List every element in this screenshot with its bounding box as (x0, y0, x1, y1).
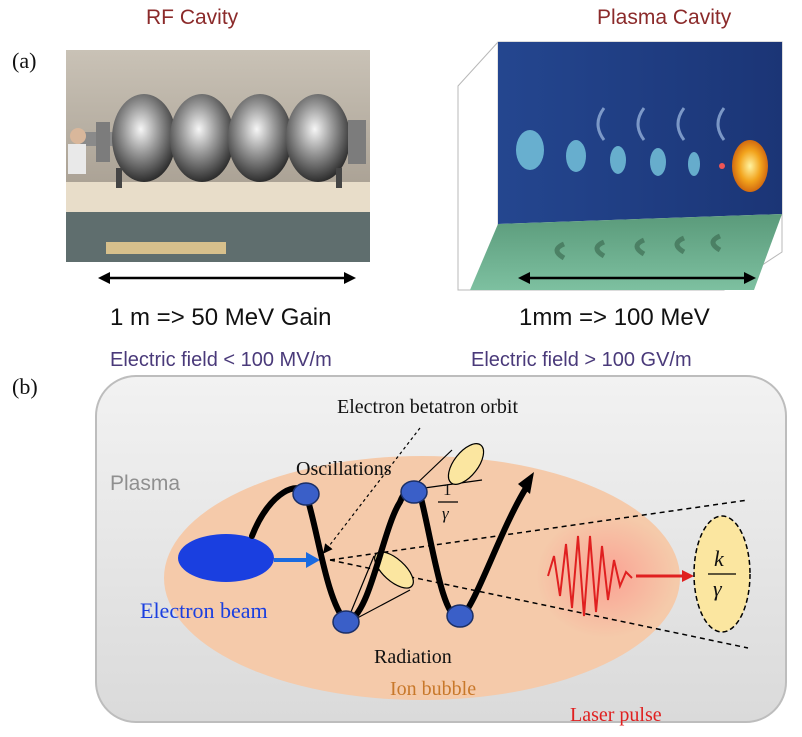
orbit-node (332, 610, 360, 634)
orbit-label: Electron betatron orbit (337, 396, 519, 418)
plasma-cavity-render (457, 41, 783, 291)
panel-a-label: (a) (12, 48, 37, 73)
laser-pulse-label: Laser pulse (570, 704, 662, 726)
panel-b-label: (b) (12, 374, 38, 399)
plasma-cavity-title: Plasma Cavity (597, 6, 732, 29)
rf-gain-label: 1 m => 50 MeV Gain (110, 304, 332, 331)
ellipse-denominator: γ (713, 576, 722, 601)
ion-bubble (164, 456, 680, 700)
rf-field-label: Electric field < 100 MV/m (110, 349, 332, 371)
orbit-node (292, 482, 320, 506)
ion-bubble-label: Ion bubble (390, 678, 477, 700)
ellipse-numerator: k (714, 546, 724, 571)
cone-numerator: 1 (443, 480, 452, 499)
plasma-field-label: Electric field > 100 GV/m (471, 349, 692, 371)
oscillations-label: Oscillations (296, 458, 392, 480)
rf-scale-arrow (98, 272, 356, 284)
electron-beam-label: Electron beam (140, 598, 268, 623)
radiation-label: Radiation (374, 646, 452, 668)
rf-cavity-photo (66, 50, 370, 262)
orbit-node (446, 604, 474, 628)
plasma-scale-arrow (518, 272, 756, 284)
orbit-node (400, 480, 428, 504)
plasma-label: Plasma (110, 472, 181, 495)
plasma-gain-label: 1mm => 100 MeV (519, 304, 710, 331)
electron-beam (178, 534, 274, 582)
laser-pulse-wave (547, 535, 633, 617)
rf-cavity-title: RF Cavity (146, 6, 239, 29)
orbit-arrowhead (518, 472, 534, 494)
cone-denominator: γ (442, 504, 449, 523)
betatron-diagram (95, 375, 787, 723)
